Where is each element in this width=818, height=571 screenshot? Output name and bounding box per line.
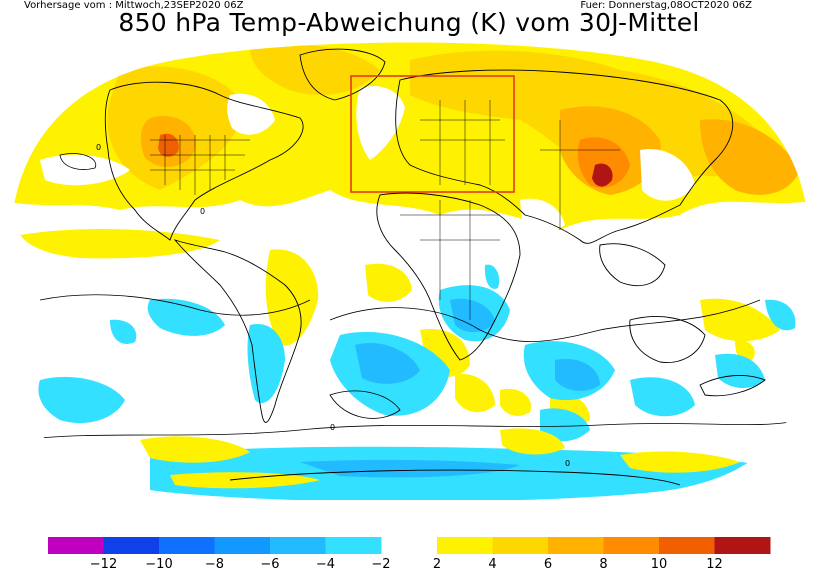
warm-anomaly-south	[140, 428, 740, 489]
legend-tick-label: −6	[260, 557, 279, 571]
legend-tick-label: −12	[90, 557, 117, 571]
legend-tick-label: −10	[145, 557, 172, 571]
legend-swatch-warm	[492, 537, 549, 554]
legend-tick-label: 8	[599, 557, 607, 571]
warm-swatches	[437, 537, 771, 554]
contour-label: 0	[330, 423, 335, 432]
legend-tick-label: −2	[371, 557, 390, 571]
political-borders	[150, 100, 620, 320]
warm-anomaly-north	[7, 42, 813, 230]
neutral-areas	[40, 86, 695, 232]
zero-contours	[19, 153, 801, 441]
contour-labels: 0 0 0 0	[96, 143, 570, 468]
legend-swatch-warm	[437, 537, 493, 554]
legend-tick-label: −4	[316, 557, 335, 571]
legend-swatch-warm	[603, 537, 660, 554]
contour-label: 0	[565, 459, 570, 468]
legend-swatch-cold	[214, 537, 271, 554]
legend-tick-label: 10	[651, 557, 668, 571]
map-title: 850 hPa Temp-Abweichung (K) vom 30J-Mitt…	[118, 8, 700, 37]
cold-swatches	[48, 537, 382, 554]
legend-swatch-warm	[714, 537, 771, 554]
legend-tick-label: 2	[433, 557, 441, 571]
legend-swatch-cold	[270, 537, 326, 554]
legend-swatch-cold	[103, 537, 160, 554]
forecast-valid-label: Fuer: Donnerstag,08OCT2020 06Z	[580, 0, 752, 11]
legend-swatch-warm	[659, 537, 715, 554]
contour-label: 0	[200, 207, 205, 216]
coastlines	[104, 48, 766, 486]
legend-swatch-cold	[159, 537, 215, 554]
europe-region-box	[350, 75, 515, 193]
forecast-issued-label: Vorhersage vom : Mittwoch,23SEP2020 06Z	[24, 0, 244, 11]
color-legend: −12 −10 −8 −6 −4 −2 2 4 6 8 10 12	[48, 537, 771, 571]
legend-tick-label: 6	[544, 557, 552, 571]
world-map: 0 0 0 0	[7, 42, 813, 502]
legend-tick-label: 4	[488, 557, 496, 571]
legend-swatch-cold	[48, 537, 104, 554]
legend-swatch-warm	[548, 537, 604, 554]
cold-tick-labels: −12 −10 −8 −6 −4 −2	[90, 557, 391, 571]
legend-tick-label: 12	[706, 557, 723, 571]
warm-tick-labels: 2 4 6 8 10 12	[433, 557, 723, 571]
cold-anomaly-areas	[38, 264, 796, 500]
contour-label: 0	[96, 143, 101, 152]
warm-anomaly-tropics	[20, 228, 780, 426]
legend-swatch-cold	[325, 537, 382, 554]
legend-tick-label: −8	[205, 557, 224, 571]
